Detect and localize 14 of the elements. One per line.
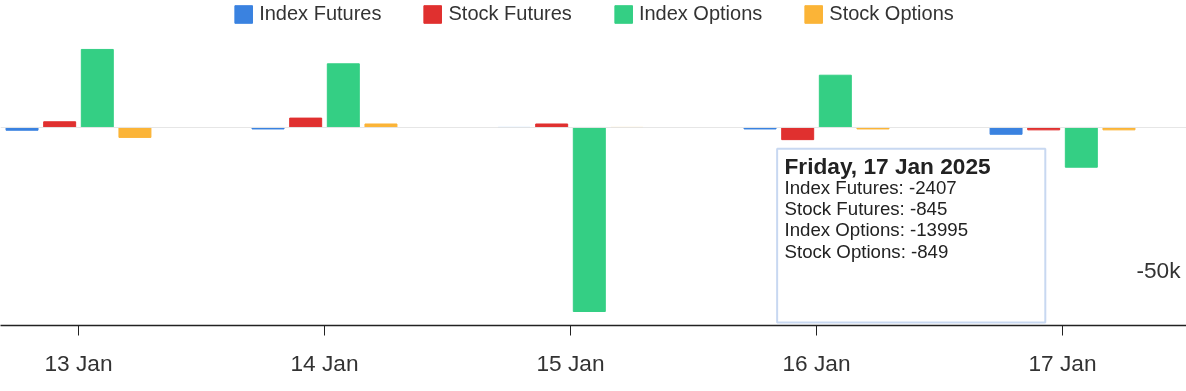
annotation: Stock Options: -849 — [784, 240, 949, 262]
legend-label: Index Options — [638, 2, 763, 25]
x-tick-label: 17 Jan — [1028, 349, 1097, 376]
legend-label: Stock Options — [829, 2, 954, 25]
legend-label: Stock Futures — [448, 2, 572, 25]
x-tick-label: 13 Jan — [44, 349, 113, 376]
annotation: Index Options: -13995 — [784, 219, 969, 241]
legend-label: Index Futures — [259, 2, 382, 25]
x-tick-label: 15 Jan — [536, 349, 605, 376]
annotation: -50k — [1136, 256, 1182, 283]
x-tick-label: 16 Jan — [782, 349, 851, 376]
x-tick-label: 14 Jan — [290, 349, 359, 376]
annotation: Stock Futures: -845 — [784, 198, 948, 220]
annotation: Friday, 17 Jan 2025 — [784, 153, 991, 180]
